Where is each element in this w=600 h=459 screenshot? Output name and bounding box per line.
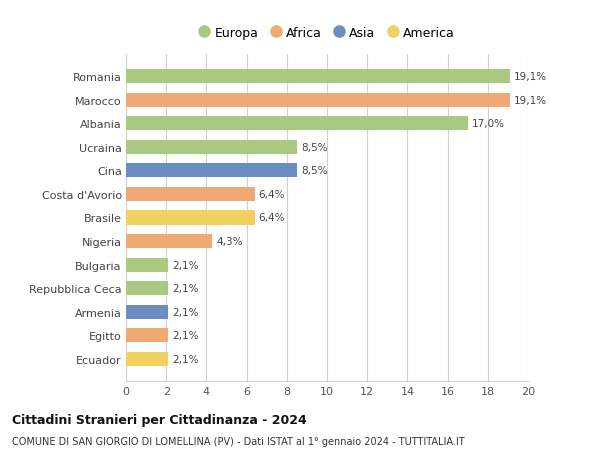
Text: 6,4%: 6,4% [259, 213, 285, 223]
Text: 19,1%: 19,1% [514, 95, 547, 106]
Bar [126, 281, 168, 296]
Bar [126, 187, 254, 202]
Text: 2,1%: 2,1% [172, 260, 199, 270]
Bar [126, 70, 510, 84]
Legend: Europa, Africa, Asia, America: Europa, Africa, Asia, America [194, 22, 460, 45]
Text: 2,1%: 2,1% [172, 284, 199, 294]
Text: 2,1%: 2,1% [172, 354, 199, 364]
Text: 6,4%: 6,4% [259, 190, 285, 200]
Text: Cittadini Stranieri per Cittadinanza - 2024: Cittadini Stranieri per Cittadinanza - 2… [12, 413, 307, 426]
Text: 8,5%: 8,5% [301, 166, 328, 176]
Bar [126, 329, 168, 343]
Bar [126, 305, 168, 319]
Text: 4,3%: 4,3% [217, 236, 243, 246]
Bar [126, 211, 254, 225]
Bar [126, 93, 510, 107]
Bar [126, 117, 468, 131]
Bar [126, 235, 212, 249]
Text: 8,5%: 8,5% [301, 142, 328, 152]
Bar [126, 352, 168, 366]
Text: 2,1%: 2,1% [172, 330, 199, 341]
Text: COMUNE DI SAN GIORGIO DI LOMELLINA (PV) - Dati ISTAT al 1° gennaio 2024 - TUTTIT: COMUNE DI SAN GIORGIO DI LOMELLINA (PV) … [12, 436, 464, 446]
Text: 17,0%: 17,0% [472, 119, 505, 129]
Bar [126, 258, 168, 272]
Bar [126, 164, 297, 178]
Text: 2,1%: 2,1% [172, 307, 199, 317]
Bar [126, 140, 297, 155]
Text: 19,1%: 19,1% [514, 72, 547, 82]
